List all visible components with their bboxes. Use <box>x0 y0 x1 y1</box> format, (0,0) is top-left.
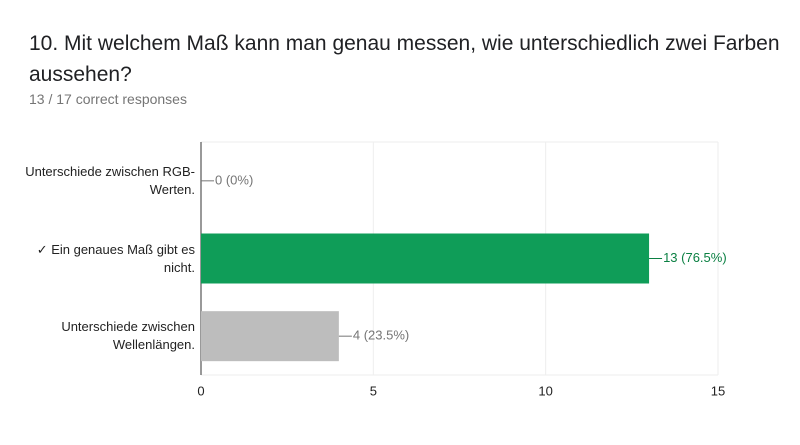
bar <box>201 233 650 284</box>
y-tick-label: Unterschiede zwischen RGB-Werten. <box>25 163 195 197</box>
x-tick-label: 10 <box>538 383 552 398</box>
y-tick-label: ✓ Ein genaues Maß gibt es nicht. <box>36 241 195 275</box>
chart-title: 10. Mit welchem Maß kann man genau messe… <box>29 32 780 86</box>
x-tick-label: 5 <box>370 383 377 398</box>
value-label: 0 (0%) <box>215 172 253 187</box>
chart-subtitle: 13 / 17 correct responses <box>29 91 187 107</box>
x-tick-label: 0 <box>197 383 204 398</box>
y-tick-label: Unterschiede zwischen Wellenlängen. <box>61 319 195 353</box>
x-tick-label: 15 <box>711 383 725 398</box>
value-label: 4 (23.5%) <box>353 328 409 343</box>
bar <box>201 311 339 362</box>
value-label: 13 (76.5%) <box>663 250 727 265</box>
